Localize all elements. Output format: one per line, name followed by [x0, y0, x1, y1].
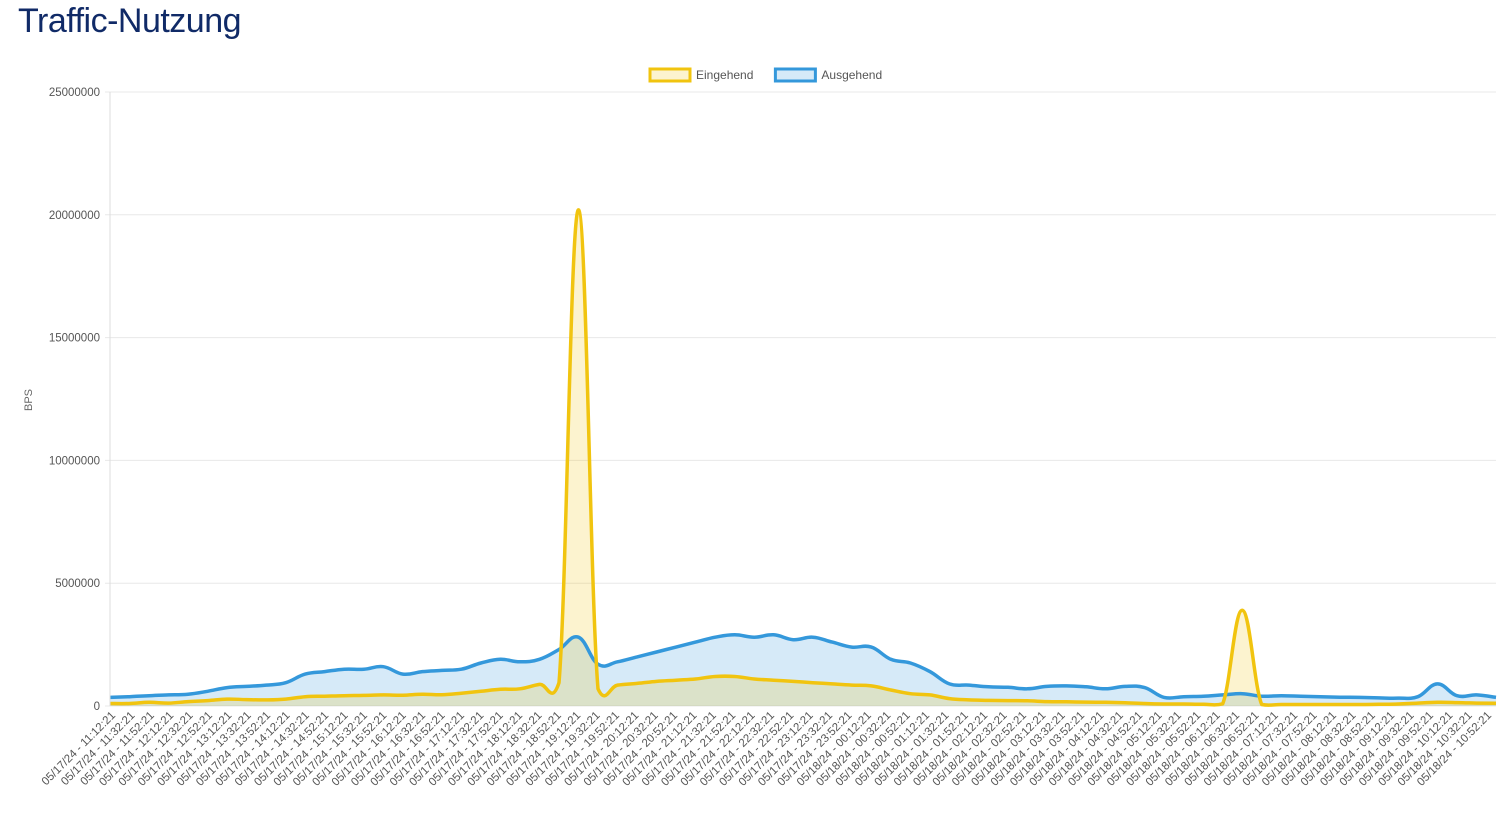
chart-areas: [110, 209, 1496, 706]
legend-swatch-ausgehend: [773, 67, 817, 83]
y-tick-label: 0: [94, 701, 100, 713]
legend-label-eingehend: Eingehend: [696, 68, 753, 82]
legend-label-ausgehend: Ausgehend: [821, 68, 882, 82]
series-area-eingehend: [110, 209, 1496, 706]
y-tick-label: 25000000: [49, 87, 100, 99]
series-line-eingehend: [109, 208, 1497, 707]
series-line-ausgehend: [109, 633, 1497, 701]
chart-legend: Eingehend Ausgehend: [648, 67, 882, 83]
y-tick-label: 10000000: [49, 455, 100, 467]
y-tick-label: 15000000: [49, 333, 100, 345]
series-area-ausgehend: [110, 634, 1496, 706]
y-axis-title: BPS: [23, 389, 35, 411]
chart-grid: [105, 91, 1496, 707]
y-tick-label: 5000000: [55, 578, 100, 590]
chart-axes: 0 5000000 10000000 15000000 20000000 25000000…: [40, 87, 1494, 789]
legend-swatch-eingehend: [648, 67, 692, 83]
chart-lines: [109, 208, 1497, 707]
y-tick-label: 20000000: [49, 210, 100, 222]
page-title: Traffic-Nutzung: [18, 2, 242, 40]
